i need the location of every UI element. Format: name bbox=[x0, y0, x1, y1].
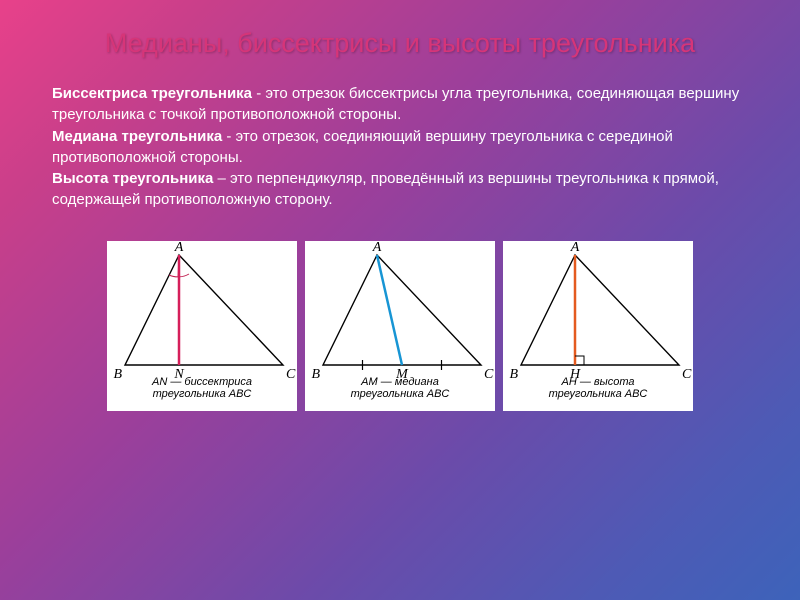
def-median: Медиана треугольника - это отрезок, соед… bbox=[52, 126, 748, 169]
caption-altitude-2: треугольника ABC bbox=[503, 388, 693, 401]
caption-bisector: AN — биссектриса треугольника ABC bbox=[107, 376, 297, 401]
caption-median: AM — медиана треугольника ABC bbox=[305, 376, 495, 401]
svg-text:A: A bbox=[570, 241, 580, 255]
svg-text:A: A bbox=[372, 241, 382, 255]
caption-bisector-2: треугольника ABC bbox=[107, 388, 297, 401]
def-altitude: Высота треугольника – это перпендикуляр,… bbox=[52, 168, 748, 211]
figure-bisector: A B C N AN — биссектриса треугольника AB… bbox=[107, 241, 297, 411]
caption-median-1: AM — медиана bbox=[361, 376, 439, 388]
svg-text:A: A bbox=[174, 241, 184, 255]
caption-altitude-1: AH — высота bbox=[561, 376, 634, 388]
slide-title: Медианы, биссектрисы и высоты треугольни… bbox=[0, 0, 800, 59]
triangle-median: A B C M bbox=[311, 241, 494, 382]
caption-bisector-1: AN — биссектриса bbox=[152, 376, 252, 388]
triangle-bisector: A B C N bbox=[113, 241, 296, 382]
def-bisector: Биссектриса треугольника - это отрезок б… bbox=[52, 83, 748, 126]
figure-altitude: A B C H AH — высота треугольника ABC bbox=[503, 241, 693, 411]
figure-median: A B C M AM — медиана треугольника ABC bbox=[305, 241, 495, 411]
caption-altitude: AH — высота треугольника ABC bbox=[503, 376, 693, 401]
term-altitude: Высота треугольника bbox=[52, 170, 213, 187]
term-median: Медиана треугольника bbox=[52, 128, 222, 145]
term-bisector: Биссектриса треугольника bbox=[52, 85, 252, 102]
caption-median-2: треугольника ABC bbox=[305, 388, 495, 401]
diagram-row: A B C N AN — биссектриса треугольника AB… bbox=[0, 241, 800, 411]
triangle-altitude: A B C H bbox=[509, 241, 692, 382]
definitions-block: Биссектриса треугольника - это отрезок б… bbox=[0, 59, 800, 211]
